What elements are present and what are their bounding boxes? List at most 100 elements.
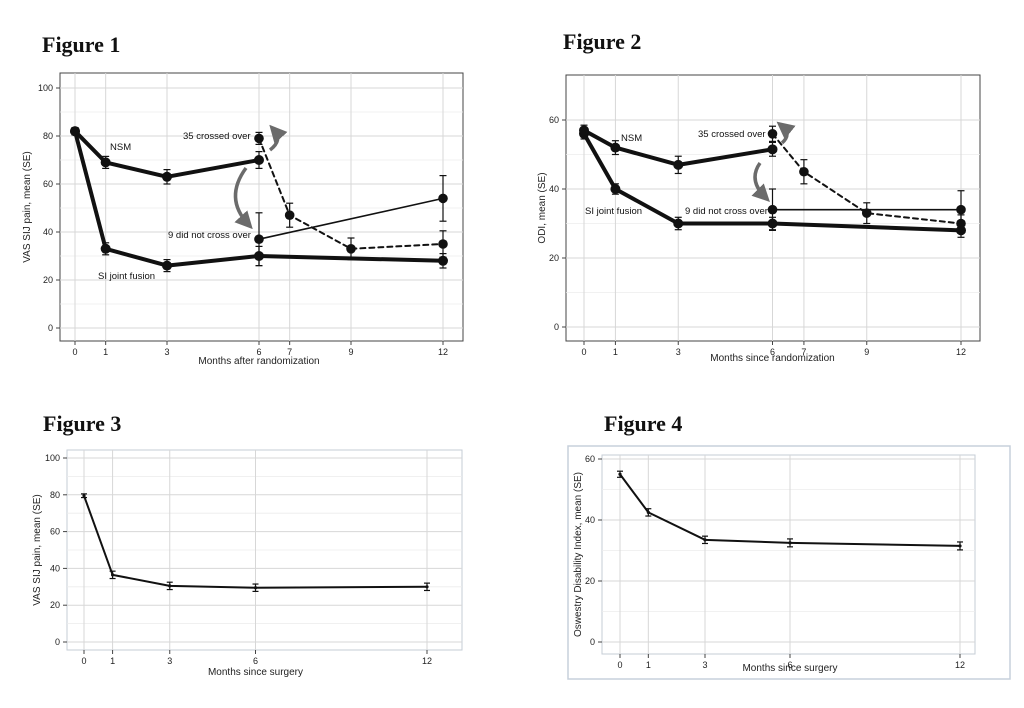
data-point [346,244,356,254]
annotation-label: 9 did not cross over [685,206,768,217]
data-point [162,171,172,182]
x-tick-label: 12 [956,347,966,357]
series-line [73,129,261,179]
data-point [253,586,258,590]
series-9-did-not-cross-over [254,175,448,267]
data-point [958,544,962,548]
plot-area [59,72,464,342]
y-tick-label: 60 [585,454,595,464]
data-point [254,155,264,165]
chart-fig1: 0 20 40 60 80 100 0 1 3 6 7 9 12 Months after randomi… [22,72,464,367]
data-point [799,166,809,177]
data-point [70,126,80,137]
data-point [162,260,172,271]
data-point [610,184,621,194]
series-nsm [70,126,264,185]
y-tick-label: 40 [549,184,559,194]
x-tick-label: 3 [702,660,707,670]
y-tick-label: 0 [55,637,60,647]
annotation-label: 35 crossed over [698,129,766,140]
data-point [673,159,684,170]
annotation-label: SI joint fusion [98,271,155,282]
annotation-label: NSM [621,133,642,144]
series-35-crossed-over [254,131,448,261]
y-tick-label: 40 [585,515,595,525]
y-tick-label: 20 [43,275,53,285]
x-axis-title: Months since randomization [710,353,835,364]
x-tick-label: 12 [438,347,448,357]
data-point [438,193,448,204]
chart-fig4: 0 20 40 60 0 1 3 6 12 Months since surgery Oswestr… [567,445,1011,680]
data-point [100,243,111,254]
series-odi [617,470,963,551]
data-point [100,157,111,168]
crossover-arrow [268,124,288,152]
y-axis-title: VAS SIJ pain, mean (SE) [22,151,33,263]
data-point [767,129,778,139]
data-point [579,125,589,136]
x-tick-label: 7 [801,347,806,357]
annotation-label: 9 did not cross over [168,230,251,241]
series-9-did-not-cross-over [767,188,966,231]
chart-fig2: 0 20 40 60 0 1 3 6 7 9 12 Months since randomizatio… [537,74,981,364]
y-tick-label: 0 [48,323,53,333]
y-tick-label: 80 [50,490,60,500]
x-axis-title: Months since surgery [742,663,837,674]
y-axis-title: Oswestry Disability Index, mean (SE) [573,472,584,637]
data-point [425,585,429,589]
data-point [284,210,295,220]
figure-3-title: Figure 3 [43,411,122,436]
series-nsm [579,124,778,175]
series-si-joint-fusion [579,128,966,238]
figure-1-title: Figure 1 [42,32,121,57]
series-line [582,128,775,167]
x-tick-label: 6 [787,660,792,670]
x-tick-label: 12 [955,660,965,670]
annotation-label: 35 crossed over [183,131,251,142]
y-tick-label: 100 [38,83,53,93]
y-tick-label: 60 [50,527,60,537]
data-point [168,584,172,588]
x-tick-label: 1 [103,347,108,357]
series-line [771,132,962,225]
y-tick-label: 0 [554,322,559,332]
y-tick-label: 100 [45,453,60,463]
y-tick-label: 40 [50,563,60,573]
x-tick-label: 9 [348,347,353,357]
y-tick-label: 20 [549,253,559,263]
x-tick-label: 0 [581,347,586,357]
x-tick-label: 3 [676,347,681,357]
data-point [703,538,707,542]
no-crossover-arrow [233,166,253,230]
x-tick-label: 6 [256,347,261,357]
chart-fig3: 0 20 40 60 80 100 0 1 3 6 12 Months since surgery VA… [32,449,463,678]
x-tick-label: 6 [253,656,258,666]
x-tick-label: 3 [167,656,172,666]
plot-area [601,454,976,655]
x-tick-label: 0 [81,656,86,666]
data-point [254,133,264,144]
annotation-label: SI joint fusion [585,206,642,217]
data-point [254,234,264,244]
x-tick-label: 7 [287,347,292,357]
x-tick-label: 1 [646,660,651,670]
crossover-arrow [776,121,796,145]
figure-2-title: Figure 2 [563,29,642,54]
y-axis-title: ODI, mean (SE) [537,172,548,243]
x-axis-title: Months since surgery [208,667,303,678]
data-point [767,204,778,215]
y-tick-label: 0 [590,637,595,647]
x-tick-label: 1 [110,656,115,666]
data-point [861,208,872,218]
data-point [618,472,622,476]
data-point [110,573,115,577]
x-tick-label: 6 [770,347,775,357]
x-tick-label: 1 [613,347,618,357]
data-point [610,142,621,153]
data-point [673,218,684,229]
data-point [82,494,86,498]
y-tick-label: 80 [43,131,53,141]
y-tick-label: 20 [585,576,595,586]
series-line [258,197,444,240]
